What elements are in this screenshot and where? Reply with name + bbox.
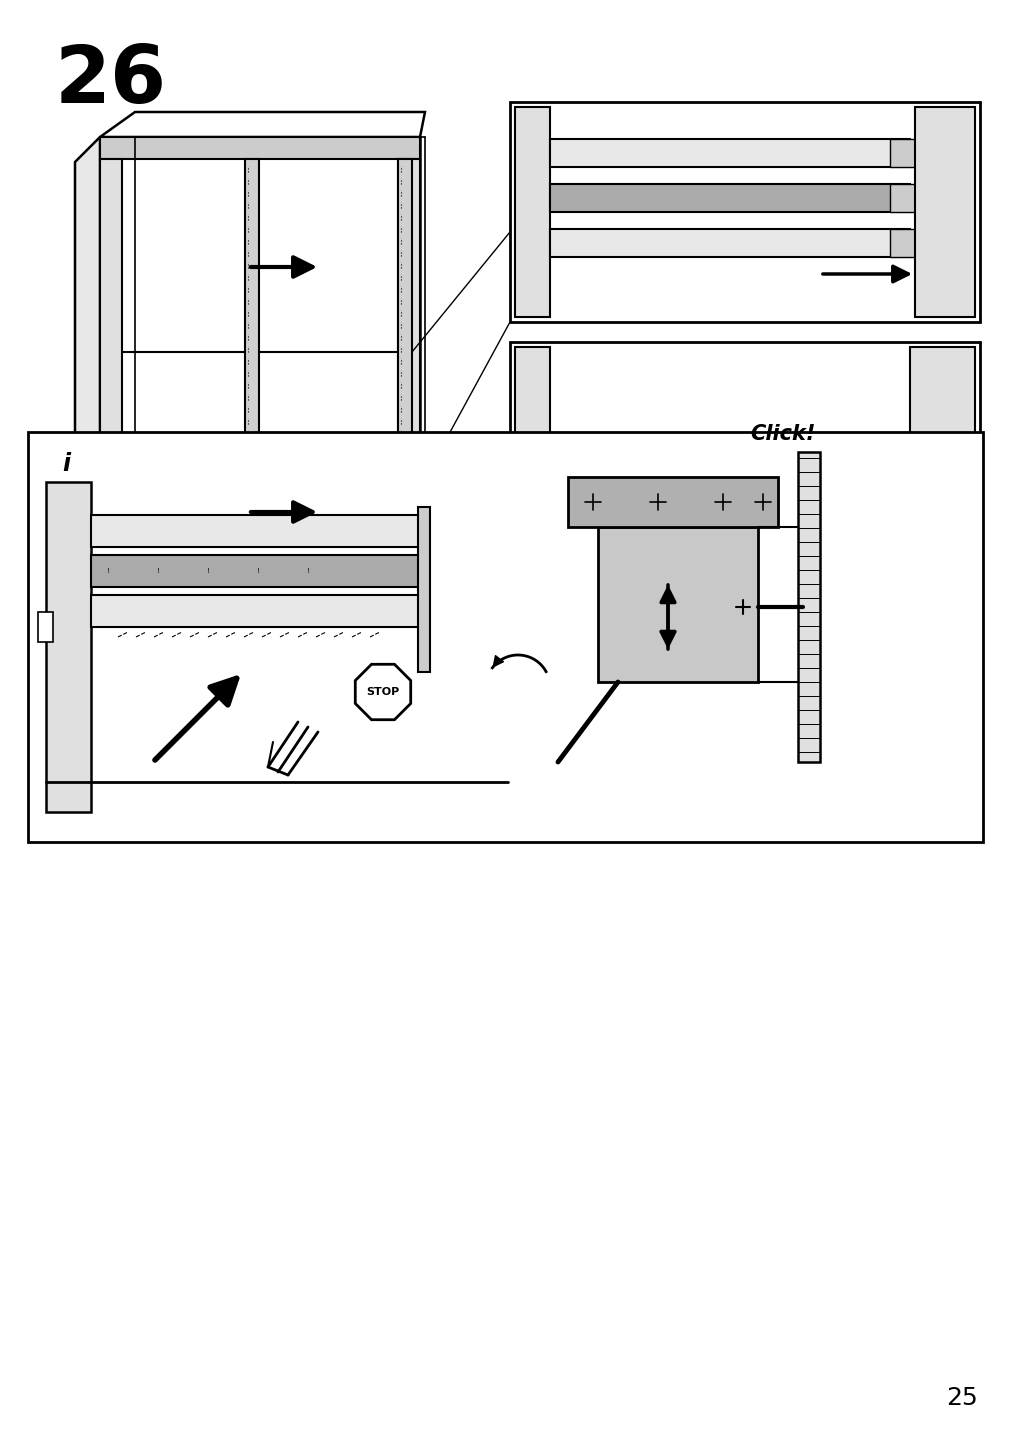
Polygon shape bbox=[244, 561, 272, 583]
Bar bbox=[889, 229, 914, 256]
Bar bbox=[549, 183, 909, 212]
Circle shape bbox=[43, 442, 88, 485]
Bar bbox=[510, 342, 979, 591]
Text: 26: 26 bbox=[55, 42, 167, 120]
Polygon shape bbox=[75, 137, 100, 577]
Polygon shape bbox=[194, 561, 221, 583]
Bar bbox=[914, 107, 974, 316]
Polygon shape bbox=[156, 603, 180, 623]
Text: !: ! bbox=[306, 569, 309, 574]
Circle shape bbox=[527, 282, 537, 292]
Text: STOP: STOP bbox=[366, 687, 399, 697]
Circle shape bbox=[724, 589, 760, 624]
Circle shape bbox=[525, 130, 539, 145]
Circle shape bbox=[525, 369, 539, 384]
Bar bbox=[909, 347, 974, 587]
Bar bbox=[515, 107, 549, 316]
Bar bbox=[515, 347, 549, 587]
Bar bbox=[38, 611, 53, 642]
Circle shape bbox=[854, 487, 864, 497]
Circle shape bbox=[735, 600, 749, 614]
Bar bbox=[100, 159, 122, 558]
Bar bbox=[45, 483, 91, 812]
Circle shape bbox=[546, 755, 565, 775]
Polygon shape bbox=[630, 372, 809, 541]
Text: !: ! bbox=[257, 569, 259, 574]
Bar bbox=[91, 556, 421, 587]
Polygon shape bbox=[294, 561, 321, 583]
Bar bbox=[91, 516, 421, 547]
Polygon shape bbox=[100, 112, 425, 137]
Text: 25: 25 bbox=[945, 1386, 977, 1411]
Polygon shape bbox=[96, 603, 120, 623]
Circle shape bbox=[711, 490, 734, 514]
Circle shape bbox=[754, 599, 770, 614]
Text: !: ! bbox=[106, 569, 109, 574]
Polygon shape bbox=[94, 561, 122, 583]
Polygon shape bbox=[215, 603, 240, 623]
Circle shape bbox=[847, 480, 871, 504]
Circle shape bbox=[645, 490, 669, 514]
Polygon shape bbox=[355, 664, 410, 720]
Circle shape bbox=[413, 523, 434, 541]
Text: !: ! bbox=[206, 569, 209, 574]
Bar bbox=[100, 137, 420, 159]
Text: Click!: Click! bbox=[749, 424, 815, 444]
Bar bbox=[549, 463, 630, 541]
Polygon shape bbox=[276, 603, 299, 623]
Bar bbox=[889, 183, 914, 212]
Bar bbox=[397, 159, 411, 558]
Bar bbox=[397, 159, 420, 558]
Bar bbox=[798, 453, 819, 762]
Text: i: i bbox=[62, 453, 70, 475]
Bar bbox=[28, 432, 982, 842]
Bar bbox=[418, 507, 430, 672]
Bar bbox=[598, 527, 757, 682]
Polygon shape bbox=[336, 603, 360, 623]
Bar bbox=[549, 139, 909, 168]
Text: !: ! bbox=[157, 569, 160, 574]
Bar bbox=[245, 159, 259, 558]
Circle shape bbox=[750, 490, 774, 514]
Bar bbox=[549, 229, 909, 256]
Circle shape bbox=[527, 208, 537, 218]
Bar bbox=[567, 477, 777, 527]
Bar bbox=[889, 139, 914, 168]
Circle shape bbox=[580, 490, 605, 514]
Bar bbox=[100, 558, 420, 577]
Bar bbox=[510, 102, 979, 322]
Polygon shape bbox=[144, 561, 172, 583]
Bar bbox=[91, 596, 421, 627]
Polygon shape bbox=[549, 372, 739, 541]
Bar bbox=[100, 137, 420, 577]
